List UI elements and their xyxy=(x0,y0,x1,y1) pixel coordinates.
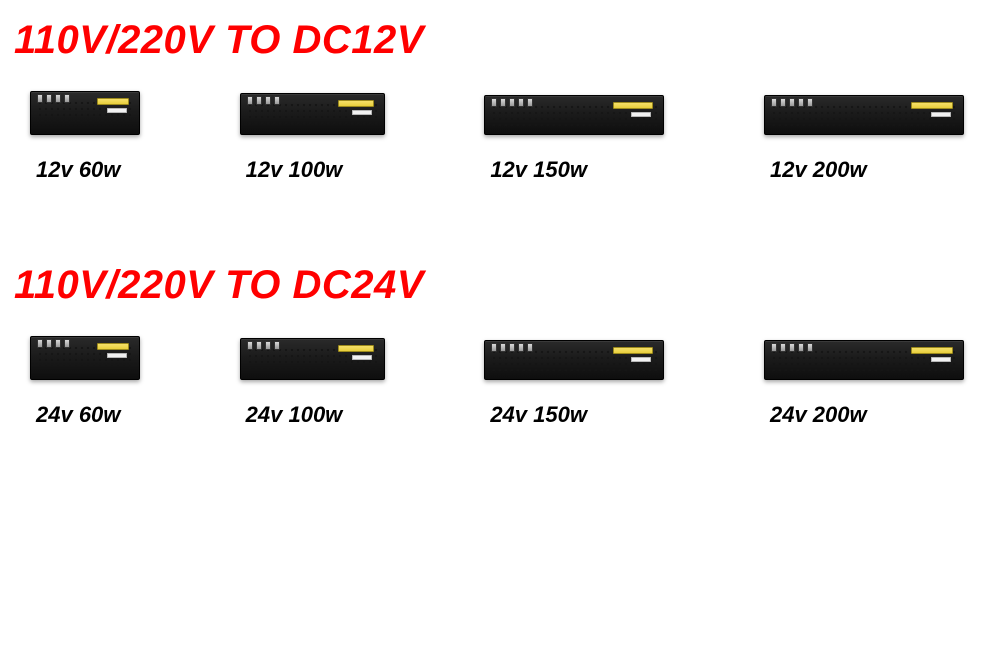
terminal-pin xyxy=(500,343,506,352)
section-title-dc24v: 110V/220V TO DC24V xyxy=(14,263,990,308)
spec-sticker xyxy=(97,98,129,105)
brand-sticker xyxy=(107,108,127,113)
brand-sticker xyxy=(931,112,951,117)
product-cell: 24v 200w xyxy=(764,340,964,428)
terminal-pin xyxy=(274,96,280,105)
terminal-pin xyxy=(46,94,52,103)
product-label: 24v 150w xyxy=(490,402,587,428)
spec-sticker xyxy=(613,347,653,354)
brand-sticker xyxy=(631,112,651,117)
terminal-pin xyxy=(807,343,813,352)
terminal-pin xyxy=(771,343,777,352)
terminal-pin xyxy=(518,98,524,107)
spec-sticker xyxy=(911,347,953,354)
spec-sticker xyxy=(97,343,129,350)
terminal-block xyxy=(37,94,70,103)
product-label: 12v 100w xyxy=(246,157,343,183)
terminal-pin xyxy=(274,341,280,350)
terminal-pin xyxy=(55,94,61,103)
brand-sticker xyxy=(931,357,951,362)
product-label: 24v 60w xyxy=(36,402,120,428)
terminal-block xyxy=(771,98,813,107)
terminal-pin xyxy=(37,339,43,348)
terminal-pin xyxy=(265,96,271,105)
terminal-pin xyxy=(64,339,70,348)
terminal-block xyxy=(491,98,533,107)
product-label: 12v 200w xyxy=(770,157,867,183)
product-row-dc12v: 12v 60w 12v 100w 12v 150w 12v 200w xyxy=(10,91,990,183)
terminal-pin xyxy=(780,98,786,107)
psu-image xyxy=(30,336,140,380)
terminal-block xyxy=(247,341,280,350)
terminal-pin xyxy=(265,341,271,350)
psu-image xyxy=(764,340,964,380)
terminal-pin xyxy=(256,341,262,350)
section-spacer xyxy=(10,209,990,263)
terminal-pin xyxy=(771,98,777,107)
terminal-pin xyxy=(46,339,52,348)
product-cell: 12v 150w xyxy=(484,95,664,183)
terminal-pin xyxy=(807,98,813,107)
product-cell: 24v 100w xyxy=(240,338,385,428)
terminal-pin xyxy=(780,343,786,352)
product-cell: 12v 200w xyxy=(764,95,964,183)
brand-sticker xyxy=(352,355,372,360)
psu-image xyxy=(30,91,140,135)
psu-image xyxy=(240,93,385,135)
terminal-pin xyxy=(509,343,515,352)
psu-image xyxy=(484,340,664,380)
terminal-pin xyxy=(256,96,262,105)
terminal-pin xyxy=(64,94,70,103)
terminal-pin xyxy=(798,98,804,107)
terminal-pin xyxy=(527,98,533,107)
brand-sticker xyxy=(107,353,127,358)
terminal-pin xyxy=(247,341,253,350)
terminal-pin xyxy=(37,94,43,103)
terminal-pin xyxy=(518,343,524,352)
spec-sticker xyxy=(911,102,953,109)
product-label: 12v 150w xyxy=(490,157,587,183)
terminal-pin xyxy=(509,98,515,107)
product-cell: 24v 150w xyxy=(484,340,664,428)
terminal-pin xyxy=(789,343,795,352)
product-label: 24v 100w xyxy=(246,402,343,428)
terminal-pin xyxy=(491,343,497,352)
terminal-block xyxy=(37,339,70,348)
product-label: 12v 60w xyxy=(36,157,120,183)
terminal-pin xyxy=(798,343,804,352)
section-title-dc12v: 110V/220V TO DC12V xyxy=(14,18,990,63)
terminal-pin xyxy=(527,343,533,352)
terminal-pin xyxy=(55,339,61,348)
terminal-block xyxy=(491,343,533,352)
terminal-block xyxy=(247,96,280,105)
terminal-pin xyxy=(789,98,795,107)
product-label: 24v 200w xyxy=(770,402,867,428)
psu-image xyxy=(484,95,664,135)
spec-sticker xyxy=(338,100,374,107)
spec-sticker xyxy=(338,345,374,352)
product-row-dc24v: 24v 60w 24v 100w 24v 150w 24v 200w xyxy=(10,336,990,428)
terminal-block xyxy=(771,343,813,352)
brand-sticker xyxy=(352,110,372,115)
brand-sticker xyxy=(631,357,651,362)
spec-sticker xyxy=(613,102,653,109)
terminal-pin xyxy=(491,98,497,107)
psu-image xyxy=(764,95,964,135)
terminal-pin xyxy=(500,98,506,107)
product-cell: 24v 60w xyxy=(30,336,140,428)
terminal-pin xyxy=(247,96,253,105)
product-cell: 12v 100w xyxy=(240,93,385,183)
product-cell: 12v 60w xyxy=(30,91,140,183)
psu-image xyxy=(240,338,385,380)
